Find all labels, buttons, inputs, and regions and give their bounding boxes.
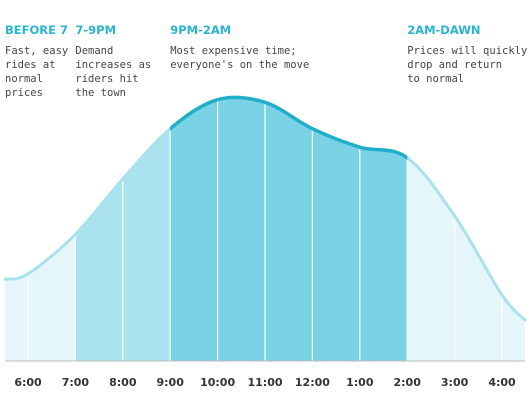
x-tick-label: 9:00 — [157, 376, 185, 389]
band-text: Fast, easy — [5, 45, 68, 57]
x-tick-label: 7:00 — [62, 376, 90, 389]
highlight-line — [170, 95, 408, 160]
x-tick-label: 11:00 — [247, 376, 282, 389]
band-text: Prices will quickly — [407, 45, 527, 57]
band-text: riders hit — [75, 73, 138, 85]
band-text: prices — [5, 87, 43, 99]
band-area — [170, 97, 408, 361]
band-title: 9PM-2AM — [170, 23, 231, 37]
band-text: rides at — [5, 59, 56, 71]
curve-end — [3, 272, 30, 281]
x-tick-label: 8:00 — [109, 376, 137, 389]
curve-end — [500, 293, 527, 322]
band-text: Demand — [75, 45, 113, 57]
band-text: Most expensive time; — [170, 45, 296, 57]
x-tick-label: 10:00 — [200, 376, 235, 389]
x-tick-label: 4:00 — [488, 376, 516, 389]
band-text: to normal — [407, 73, 464, 85]
x-tick-label: 1:00 — [346, 376, 374, 389]
band-text: everyone's on the move — [170, 59, 309, 71]
band-title: 7-9PM — [75, 23, 116, 37]
band-text: normal — [5, 73, 43, 85]
band-text: the town — [75, 87, 126, 99]
band-text: increases as — [75, 59, 151, 71]
band-text: drop and return — [407, 59, 502, 71]
band-area — [407, 157, 525, 361]
band-title: 2AM-DAWN — [407, 23, 480, 37]
x-tick-label: 3:00 — [441, 376, 469, 389]
x-tick-label: 2:00 — [394, 376, 422, 389]
x-tick-label: 12:00 — [295, 376, 330, 389]
x-tick-label: 6:00 — [14, 376, 42, 389]
band-title: BEFORE 7 — [5, 23, 68, 37]
band-area — [5, 234, 76, 361]
